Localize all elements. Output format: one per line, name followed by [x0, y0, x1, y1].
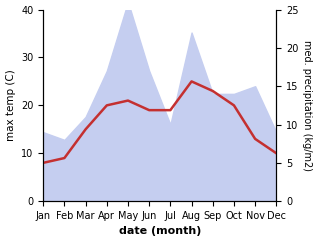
Y-axis label: max temp (C): max temp (C): [5, 69, 16, 141]
Y-axis label: med. precipitation (kg/m2): med. precipitation (kg/m2): [302, 40, 313, 171]
X-axis label: date (month): date (month): [119, 227, 201, 236]
